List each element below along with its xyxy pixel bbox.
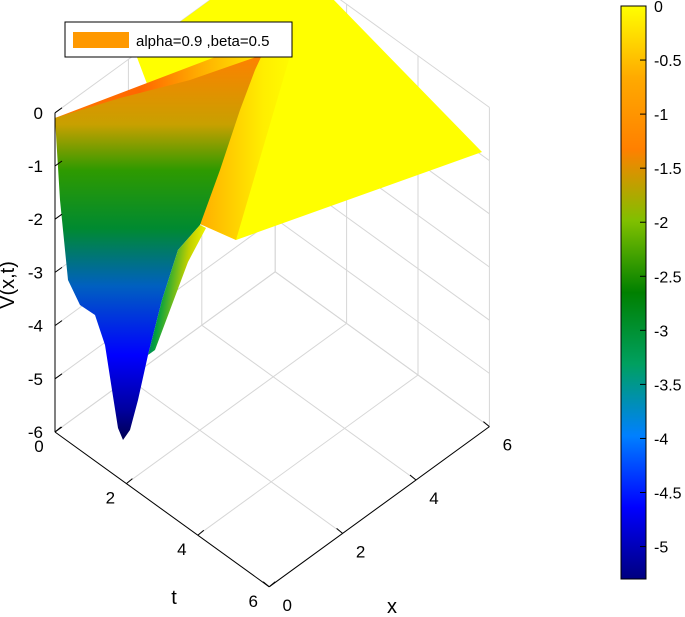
colorbar-tick-label: 0 — [654, 0, 663, 16]
z-tick-mark — [54, 266, 63, 273]
t-tick-label: 2 — [106, 489, 115, 508]
z-tick-label: -6 — [28, 423, 43, 442]
x-tick-label: 6 — [503, 436, 512, 455]
t-tick-mark — [268, 581, 276, 588]
x-axis-line — [268, 426, 490, 588]
legend-label: alpha=0.9 ,beta=0.5 — [136, 33, 269, 50]
legend-swatch — [73, 32, 129, 48]
axes-lines — [54, 107, 490, 588]
colorbar-tick-label: -4 — [654, 431, 668, 448]
z-tick-mark — [54, 320, 63, 327]
surface — [55, 0, 482, 440]
x-tick-mark — [262, 581, 270, 588]
legend: alpha=0.9 ,beta=0.5 — [64, 21, 293, 58]
z-tick-mark — [54, 213, 63, 220]
t-tick-label: 0 — [34, 437, 43, 456]
x-tick-mark — [409, 474, 417, 481]
colorbar-bar — [620, 5, 647, 580]
x-tick-mark — [336, 528, 343, 534]
z-tick-label: -5 — [28, 370, 43, 389]
x-tick-mark — [483, 421, 490, 427]
colorbar-tick-label: -2 — [654, 215, 668, 232]
t-tick-mark — [126, 478, 133, 484]
colorbar-tick-label: -4.5 — [654, 486, 682, 503]
z-tick-label: -2 — [28, 210, 43, 229]
x-axis-label: x — [387, 596, 397, 617]
z-axis-label: V(x,t) — [0, 261, 19, 309]
colorbar-tick-label: -0.5 — [654, 53, 682, 70]
surface-trough — [55, 55, 262, 440]
t-axis-label: t — [171, 587, 177, 609]
t-tick-mark — [197, 529, 205, 536]
colorbar-tick-label: -3 — [654, 323, 668, 340]
colorbar-tick-label: -3.5 — [654, 377, 682, 394]
surface-trough-side — [148, 225, 206, 355]
z-tick-label: -3 — [28, 263, 43, 282]
t-tick-label: 4 — [177, 540, 186, 559]
z-tick-label: 0 — [34, 104, 43, 123]
z-tick-mark — [54, 107, 63, 114]
colorbar-tick-label: -2.5 — [654, 269, 682, 286]
t-tick-mark — [54, 426, 62, 433]
z-tick-mark — [54, 160, 63, 167]
x-tick-label: 4 — [429, 489, 438, 508]
t-tick-label: 6 — [248, 592, 257, 611]
colorbar-tick-label: -1 — [654, 107, 668, 124]
t-axis-line — [54, 431, 270, 588]
z-tick-label: -1 — [28, 157, 43, 176]
colorbar: 0 -0.5 -1 -1.5 -2 -2.5 -3 -3.5 -4 -4.5 -5 — [620, 0, 682, 580]
colorbar-tick-label: -1.5 — [654, 161, 682, 178]
colorbar-tick-label: -5 — [654, 540, 668, 557]
x-tick-label: 2 — [356, 542, 365, 561]
z-tick-label: -4 — [28, 317, 43, 336]
z-tick-mark — [54, 373, 63, 380]
colorbar-ticks: 0 -0.5 -1 -1.5 -2 -2.5 -3 -3.5 -4 -4.5 -5 — [640, 0, 682, 557]
x-tick-label: 0 — [282, 596, 291, 615]
